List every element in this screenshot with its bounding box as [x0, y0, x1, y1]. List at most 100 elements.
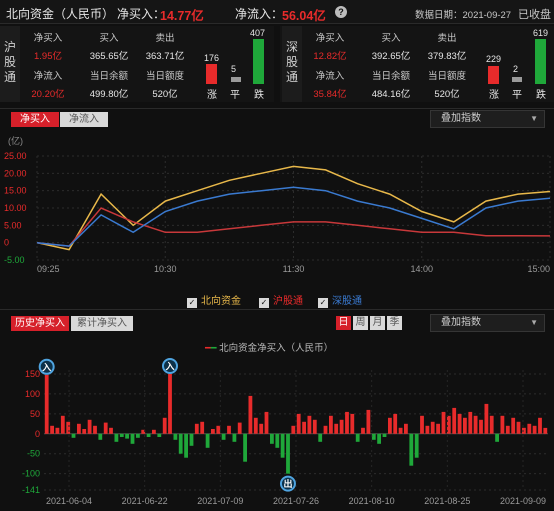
sz-down-label: 跌: [536, 90, 546, 101]
y-tick-label: 5.00: [4, 220, 22, 230]
bar: [404, 423, 408, 434]
bar: [82, 429, 87, 434]
sz-flat-count: 2: [513, 64, 519, 74]
bar: [516, 421, 521, 434]
inflow-marker-icon: [162, 357, 178, 374]
x-tick-label: 15:00: [527, 264, 550, 274]
market-status: 已收盘: [518, 9, 551, 21]
bar: [511, 417, 516, 434]
bar: [302, 421, 306, 434]
legend-sh[interactable]: ✓ 沪股通: [259, 296, 303, 308]
series-north-line: [36, 165, 551, 251]
bar: [441, 411, 446, 434]
period-week-button[interactable]: 周: [353, 316, 368, 330]
sz-flat-bar: [512, 77, 522, 82]
bar: [168, 374, 172, 434]
sh-up-count: 176: [204, 53, 220, 63]
sz-buy: 买入 392.65亿: [371, 33, 411, 62]
y-tick-label: -5.00: [4, 255, 25, 265]
sh-up-bar: [206, 64, 217, 84]
bar: [136, 433, 140, 438]
bar: [484, 403, 489, 434]
bar: [162, 417, 167, 434]
bar: [264, 411, 269, 434]
bar: [93, 425, 97, 434]
y-tick-label: 100: [25, 389, 40, 399]
bar: [345, 411, 349, 434]
net-inflow-value: 56.04亿: [282, 9, 326, 23]
help-icon[interactable]: ?: [335, 6, 347, 18]
bar: [243, 433, 247, 462]
sh-flat-label: 平: [230, 90, 240, 101]
sh-sell: 卖出 363.71亿: [145, 33, 185, 62]
legend-north[interactable]: ✓ 北向资金: [187, 296, 241, 308]
period-day-button[interactable]: 日: [336, 316, 351, 330]
bar: [307, 415, 312, 434]
period-month-button[interactable]: 月: [370, 316, 385, 330]
overlay-index-dropdown[interactable]: 叠加指数 ▼: [430, 110, 545, 128]
period-quarter-button[interactable]: 季: [387, 316, 402, 330]
outflow-marker-icon-label: 出: [283, 478, 292, 489]
bar: [371, 433, 376, 440]
bar: [141, 429, 146, 434]
x-tick-label: 2021-07-26: [273, 496, 319, 506]
x-tick-label: 09:25: [37, 264, 60, 274]
sz-up-bar: [488, 66, 499, 84]
sz-up-count: 229: [486, 54, 502, 64]
sh-connect-label: 沪股通: [0, 26, 20, 102]
bar: [291, 425, 296, 434]
bar: [377, 433, 381, 444]
bar: [393, 413, 398, 434]
sz-up-label: 涨: [489, 90, 499, 101]
x-tick-label: 11:30: [283, 264, 305, 274]
inflow-marker-icon-label: 入: [41, 362, 51, 372]
bar: [275, 433, 280, 448]
bar: [211, 429, 215, 434]
bar: [350, 413, 355, 434]
y-tick-label: 50: [30, 409, 40, 419]
bar: [221, 433, 226, 440]
legend-sz[interactable]: ✓ 深股通: [318, 296, 362, 308]
bar: [505, 425, 510, 434]
history-overlay-dropdown[interactable]: 叠加指数 ▼: [430, 314, 545, 332]
bar: [87, 419, 92, 434]
net-buy-label: 净买入：: [117, 7, 166, 21]
tab-cumulative-net-buy[interactable]: 累计净买入: [71, 316, 133, 331]
bar: [382, 433, 387, 437]
bar: [495, 433, 499, 442]
bar: [452, 407, 457, 434]
bar: [409, 433, 414, 466]
dropdown-arrow-icon: ▼: [530, 318, 538, 327]
y-tick-label: 15.00: [4, 186, 27, 196]
bar: [339, 419, 344, 434]
bar: [473, 415, 478, 434]
bar: [430, 421, 435, 434]
checkbox-icon: ✓: [259, 298, 269, 308]
x-tick-label: 2021-08-10: [349, 496, 395, 506]
tab-history-net-buy[interactable]: 历史净买入: [11, 316, 69, 331]
bar: [361, 427, 365, 434]
sh-down-count: 407: [250, 28, 266, 38]
x-tick-label: 2021-06-22: [122, 496, 168, 506]
tab-net-buy[interactable]: 净买入: [11, 112, 59, 127]
y-tick-label: -50: [27, 449, 40, 459]
y-axis-unit: (亿): [8, 135, 23, 146]
sh-down-label: 跌: [254, 90, 264, 101]
tab-net-inflow[interactable]: 净流入: [60, 112, 108, 127]
checkbox-icon: ✓: [318, 298, 328, 308]
sh-down-bar: [253, 39, 264, 84]
bar: [538, 417, 542, 434]
bar: [205, 433, 210, 448]
sz-sell: 卖出 379.83亿: [427, 33, 467, 62]
header-bar: 北向资金（人民币） 净买入： 14.77亿 净流入： 56.04亿 ? 数据日期…: [0, 0, 554, 24]
bar: [355, 433, 360, 442]
sz-connect-label: 深股通: [282, 26, 302, 102]
sz-net-buy: 净买入 12.82亿: [313, 33, 347, 62]
bar: [232, 433, 237, 442]
bar: [436, 423, 440, 434]
bar: [237, 422, 242, 434]
bar: [323, 425, 328, 434]
y-tick-label: 10.00: [4, 203, 27, 213]
bar: [157, 433, 162, 437]
bar: [527, 423, 532, 434]
